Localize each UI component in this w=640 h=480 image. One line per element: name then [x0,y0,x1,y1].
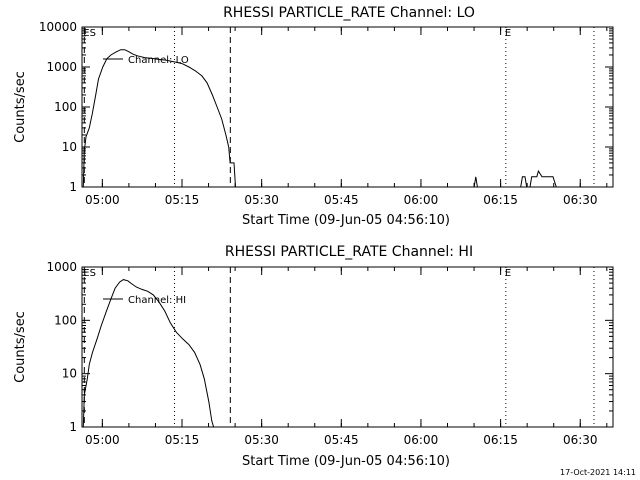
y-axis-label-hi: Counts/sec [13,311,28,383]
x-tick-label-lo: 05:00 [85,193,120,207]
plot-frame-hi [81,266,614,428]
event-marker-label-lo: ES [83,28,96,39]
event-marker-label-lo: E [505,28,511,39]
chart-title-lo: RHESSI PARTICLE_RATE Channel: LO [223,5,475,21]
y-tick-label-lo: 1000 [46,60,77,74]
plot-frame-lo [81,26,614,188]
x-axis-label-hi: Start Time (09-Jun-05 04:56:10) [242,454,450,469]
x-tick-label-lo: 06:30 [563,193,598,207]
chart-title-hi: RHESSI PARTICLE_RATE Channel: HI [225,244,473,260]
y-tick-label-hi: 1000 [46,260,77,274]
footer-timestamp: 17-Oct-2021 14:11 [560,468,636,477]
event-marker-label-hi: E [505,268,511,279]
y-tick-label-hi: 10 [62,367,77,381]
y-tick-label-lo: 100 [54,100,77,114]
series-line-lo [473,176,478,188]
x-tick-label-hi: 06:30 [563,433,598,447]
series-line-hi [82,279,215,428]
y-axis-label-lo: Counts/sec [13,71,28,143]
x-tick-label-lo: 05:15 [165,193,200,207]
x-tick-label-lo: 05:45 [324,193,359,207]
x-axis-label-lo: Start Time (09-Jun-05 04:56:10) [242,213,450,228]
event-marker-label-hi: ES [83,268,96,279]
panel-lo: RHESSI PARTICLE_RATE Channel: LO Start T… [13,5,614,228]
legend-label-lo: Channel: LO [128,55,189,66]
panel-hi: RHESSI PARTICLE_RATE Channel: HI Start T… [13,244,614,469]
x-tick-label-hi: 05:15 [165,433,200,447]
x-tick-label-lo: 06:15 [483,193,518,207]
legend-label-hi: Channel: HI [128,295,186,306]
y-tick-label-lo: 10 [62,140,77,154]
x-tick-label-lo: 06:00 [404,193,439,207]
x-tick-label-hi: 06:15 [483,433,518,447]
x-tick-label-lo: 05:30 [244,193,279,207]
y-tick-label-lo: 10000 [39,20,77,34]
series-line-lo [520,169,557,188]
x-tick-label-hi: 06:00 [404,433,439,447]
x-tick-label-hi: 05:45 [324,433,359,447]
series-line-lo [82,49,236,188]
y-tick-label-hi: 100 [54,313,77,327]
x-tick-label-hi: 05:30 [244,433,279,447]
y-tick-label-hi: 1 [69,420,77,434]
x-tick-label-hi: 05:00 [85,433,120,447]
y-tick-label-lo: 1 [69,180,77,194]
